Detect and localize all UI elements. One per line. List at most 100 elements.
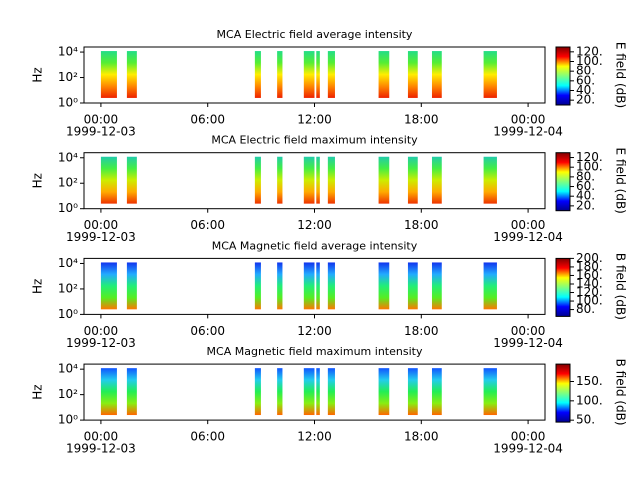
x-tick-label: 06:00 bbox=[190, 324, 225, 338]
spectrum-block bbox=[303, 156, 315, 204]
y-tick-label: 10² bbox=[58, 70, 78, 84]
spectrum-block bbox=[100, 262, 117, 310]
spectrum-block bbox=[327, 51, 335, 98]
spectrum-block bbox=[327, 262, 335, 310]
spectrum-block bbox=[303, 262, 315, 310]
date-label: 1999-12-04 bbox=[493, 230, 563, 244]
x-tick-label: 00:00 bbox=[84, 218, 119, 232]
spectrum-block bbox=[378, 156, 390, 204]
spectrum-block bbox=[100, 368, 117, 416]
y-tick-label: 10⁴ bbox=[58, 362, 78, 376]
y-axis-label: Hz bbox=[31, 67, 45, 82]
colorbar-tick-label: 60. bbox=[576, 73, 595, 87]
spectrum-block bbox=[407, 262, 418, 310]
colorbar-tick-label: 150. bbox=[576, 374, 603, 388]
spectrum-block bbox=[431, 51, 442, 98]
colorbar-tick-label: 100. bbox=[576, 160, 603, 174]
x-tick-label: 00:00 bbox=[511, 113, 546, 127]
x-tick-label: 06:00 bbox=[190, 218, 225, 232]
y-tick-label: 10⁰ bbox=[58, 307, 78, 321]
y-tick-label: 10² bbox=[58, 176, 78, 190]
y-tick-label: 10² bbox=[58, 281, 78, 295]
spectrum-block bbox=[431, 262, 442, 310]
y-tick-label: 10⁰ bbox=[58, 413, 78, 427]
spectrum-block bbox=[303, 368, 315, 416]
colorbar-tick-label: 140. bbox=[576, 276, 603, 290]
colorbar-tick-label: 120. bbox=[576, 44, 603, 58]
colorbar-tick-label: 100. bbox=[576, 294, 603, 308]
spectrum-block bbox=[277, 262, 283, 310]
spectrum-block bbox=[303, 51, 315, 98]
x-tick-label: 00:00 bbox=[511, 430, 546, 444]
spectrum-block bbox=[378, 262, 390, 310]
y-axis-label: Hz bbox=[31, 384, 45, 399]
date-label: 1999-12-04 bbox=[493, 442, 563, 456]
colorbar-tick-label: 200. bbox=[576, 251, 603, 265]
spectrum-block bbox=[316, 51, 320, 98]
colorbar-label: B field (dB) bbox=[614, 253, 628, 320]
colorbar bbox=[555, 257, 571, 317]
colorbar-tick-label: 20. bbox=[576, 93, 595, 107]
spectrum-block bbox=[327, 368, 335, 416]
spectrum-block bbox=[431, 368, 442, 416]
date-label: 1999-12-03 bbox=[66, 125, 136, 139]
colorbar bbox=[555, 363, 571, 423]
spectrum-block bbox=[100, 51, 117, 98]
spectrum-block bbox=[316, 262, 320, 310]
spectrum-block bbox=[126, 51, 137, 98]
spectrum-block bbox=[100, 156, 117, 204]
x-tick-label: 18:00 bbox=[404, 113, 439, 127]
spectrum-block bbox=[483, 368, 497, 416]
y-axis-label: Hz bbox=[31, 279, 45, 294]
spectrum-block bbox=[126, 262, 137, 310]
y-tick-label: 10² bbox=[58, 387, 78, 401]
colorbar-tick-label: 100. bbox=[576, 54, 603, 68]
spectrum-block bbox=[378, 51, 390, 98]
spectrum-block bbox=[316, 368, 320, 416]
x-tick-label: 12:00 bbox=[297, 113, 332, 127]
y-axis-label: Hz bbox=[31, 173, 45, 188]
x-tick-label: 00:00 bbox=[511, 324, 546, 338]
x-tick-label: 00:00 bbox=[84, 324, 119, 338]
spectrum-block bbox=[254, 51, 261, 98]
spectrum-block bbox=[483, 51, 497, 98]
colorbar-tick-label: 180. bbox=[576, 259, 603, 273]
panel-title: MCA Electric field average intensity bbox=[217, 28, 413, 41]
x-tick-label: 12:00 bbox=[297, 324, 332, 338]
colorbar bbox=[555, 152, 571, 212]
spectrum-block bbox=[254, 368, 261, 416]
spectrum-block bbox=[483, 156, 497, 204]
panel-title: MCA Electric field maximum intensity bbox=[211, 134, 418, 147]
spectrum-block bbox=[277, 51, 283, 98]
spectrum-block bbox=[277, 368, 283, 416]
colorbar bbox=[555, 46, 571, 106]
colorbar-tick-label: 20. bbox=[576, 198, 595, 212]
y-tick-label: 10⁰ bbox=[58, 201, 78, 215]
colorbar-tick-label: 80. bbox=[576, 169, 595, 183]
spectrum-block bbox=[126, 156, 137, 204]
x-tick-label: 12:00 bbox=[297, 218, 332, 232]
colorbar-tick-label: 120. bbox=[576, 150, 603, 164]
spectrum-block bbox=[254, 262, 261, 310]
colorbar-tick-label: 120. bbox=[576, 285, 603, 299]
y-tick-label: 10⁰ bbox=[58, 96, 78, 110]
spectrum-block bbox=[407, 156, 418, 204]
panel-title: MCA Magnetic field average intensity bbox=[212, 239, 418, 252]
colorbar-tick-label: 80. bbox=[576, 64, 595, 78]
x-tick-label: 18:00 bbox=[404, 324, 439, 338]
colorbar-tick-label: 50. bbox=[576, 413, 595, 427]
spectrum-block bbox=[254, 156, 261, 204]
x-tick-label: 06:00 bbox=[190, 430, 225, 444]
colorbar-label: E field (dB) bbox=[614, 148, 628, 214]
colorbar-tick-label: 40. bbox=[576, 83, 595, 97]
colorbar-label: B field (dB) bbox=[614, 359, 628, 426]
colorbar-tick-label: 60. bbox=[576, 179, 595, 193]
date-label: 1999-12-03 bbox=[66, 230, 136, 244]
date-label: 1999-12-04 bbox=[493, 125, 563, 139]
colorbar-tick-label: 160. bbox=[576, 268, 603, 282]
spectrum-block bbox=[431, 156, 442, 204]
spectrum-block bbox=[316, 156, 320, 204]
date-label: 1999-12-04 bbox=[493, 336, 563, 350]
spectrum-block bbox=[407, 51, 418, 98]
date-label: 1999-12-03 bbox=[66, 336, 136, 350]
